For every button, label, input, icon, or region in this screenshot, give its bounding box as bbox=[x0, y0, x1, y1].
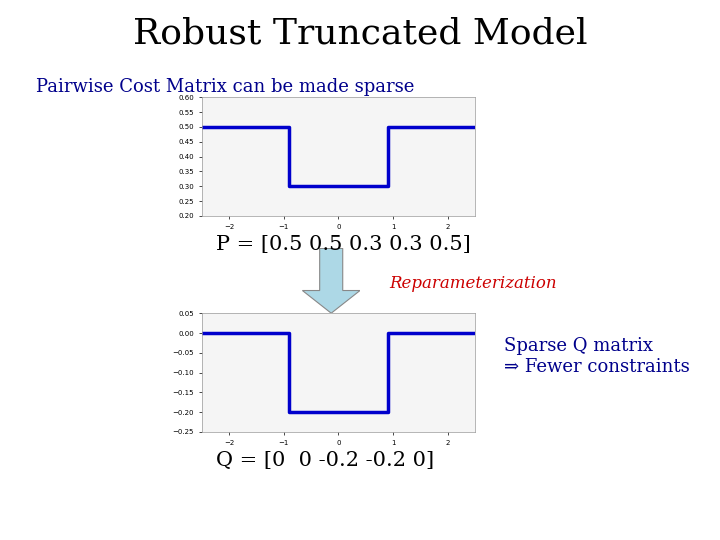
Polygon shape bbox=[302, 248, 360, 313]
Text: Robust Truncated Model: Robust Truncated Model bbox=[132, 16, 588, 50]
Text: Q = [0  0 -0.2 -0.2 0]: Q = [0 0 -0.2 -0.2 0] bbox=[216, 451, 434, 470]
Text: P = [0.5 0.5 0.3 0.3 0.5]: P = [0.5 0.5 0.3 0.3 0.5] bbox=[216, 235, 471, 254]
Text: Sparse Q matrix
⇒ Fewer constraints: Sparse Q matrix ⇒ Fewer constraints bbox=[504, 337, 690, 376]
Text: Pairwise Cost Matrix can be made sparse: Pairwise Cost Matrix can be made sparse bbox=[36, 78, 415, 96]
Text: Reparameterization: Reparameterization bbox=[389, 275, 557, 292]
